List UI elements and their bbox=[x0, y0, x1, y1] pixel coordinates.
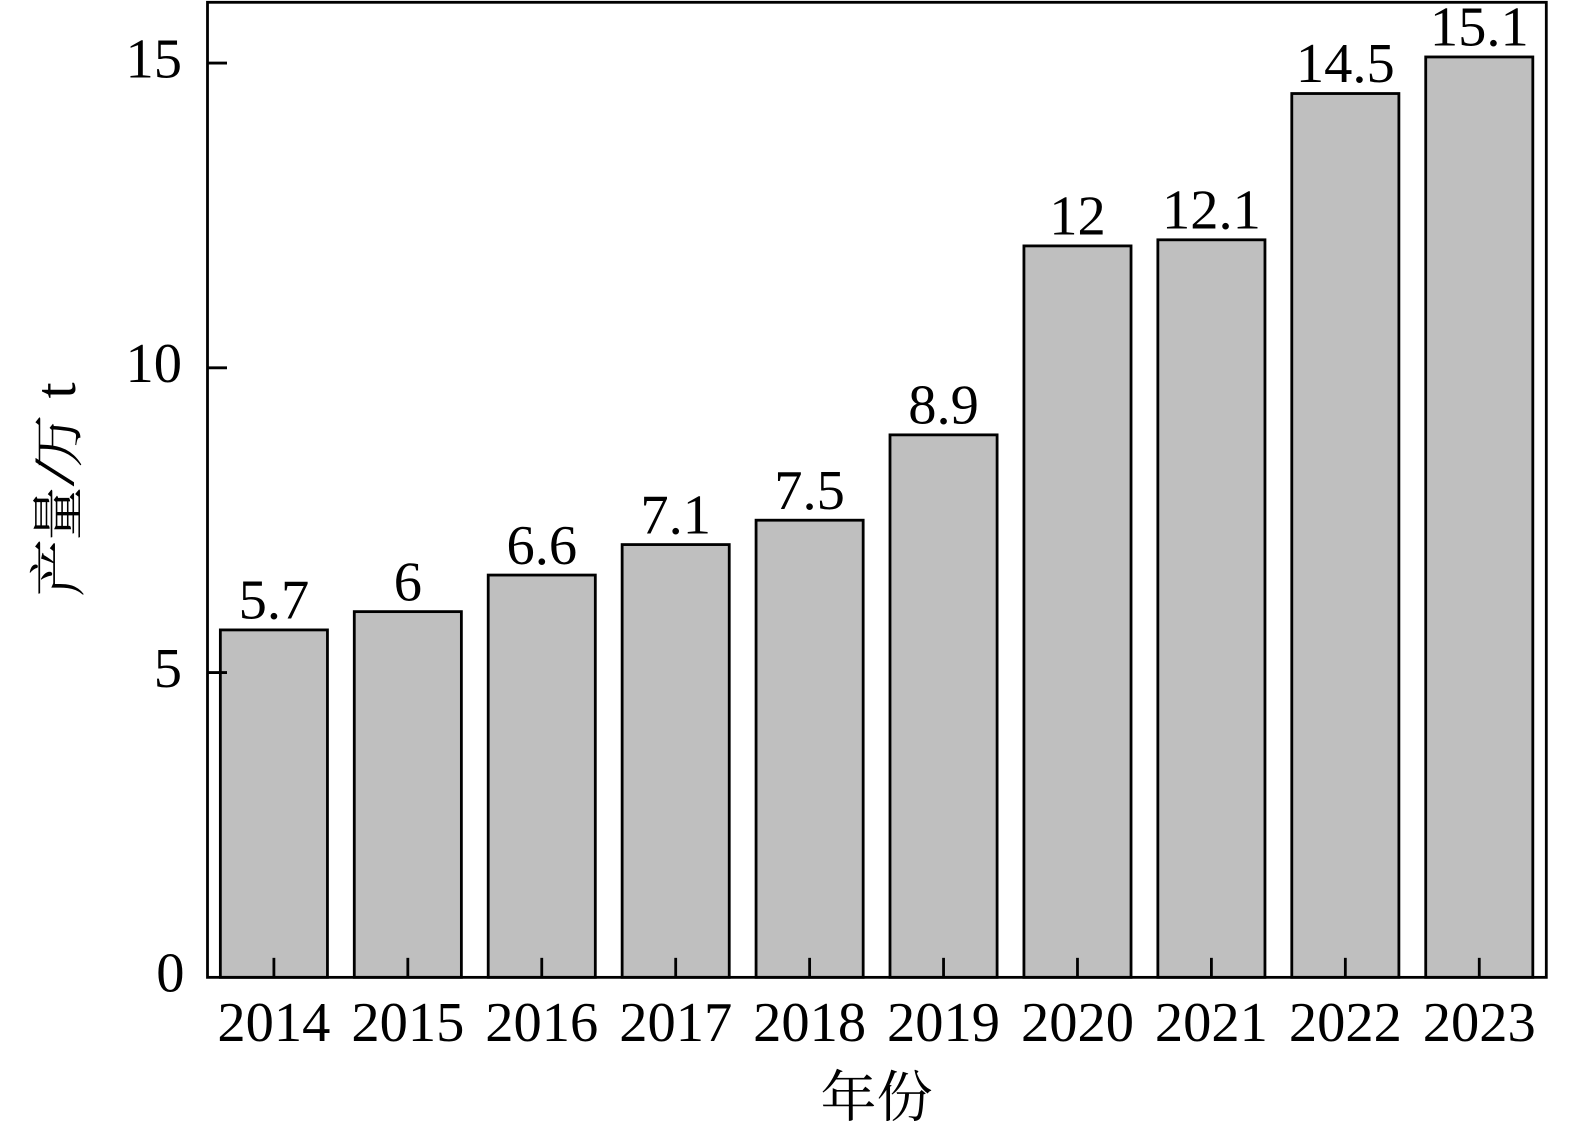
svg-text:15: 15 bbox=[126, 28, 183, 90]
svg-text:2019: 2019 bbox=[887, 992, 1000, 1054]
svg-text:2018: 2018 bbox=[753, 992, 866, 1054]
svg-text:6: 6 bbox=[394, 551, 422, 613]
svg-text:7.1: 7.1 bbox=[640, 484, 711, 546]
svg-text:t: t bbox=[23, 382, 88, 398]
svg-text:2020: 2020 bbox=[1021, 992, 1134, 1054]
svg-text:6.6: 6.6 bbox=[506, 515, 577, 577]
svg-text:2014: 2014 bbox=[217, 992, 330, 1054]
svg-text:2022: 2022 bbox=[1289, 992, 1402, 1054]
svg-text:0: 0 bbox=[156, 943, 184, 1005]
svg-text:15.1: 15.1 bbox=[1430, 0, 1529, 59]
svg-text:7.5: 7.5 bbox=[774, 460, 845, 522]
svg-text:10: 10 bbox=[126, 333, 183, 395]
svg-text:2021: 2021 bbox=[1155, 992, 1268, 1054]
svg-text:12: 12 bbox=[1049, 186, 1106, 248]
svg-text:5: 5 bbox=[154, 638, 182, 700]
svg-text:2016: 2016 bbox=[485, 992, 598, 1054]
svg-text:2023: 2023 bbox=[1423, 992, 1536, 1054]
svg-text:12.1: 12.1 bbox=[1162, 180, 1261, 242]
svg-text:2017: 2017 bbox=[619, 992, 732, 1054]
svg-text:8.9: 8.9 bbox=[908, 375, 979, 437]
svg-text:5.7: 5.7 bbox=[239, 570, 310, 632]
svg-text:14.5: 14.5 bbox=[1296, 33, 1395, 95]
svg-text:2015: 2015 bbox=[351, 992, 464, 1054]
